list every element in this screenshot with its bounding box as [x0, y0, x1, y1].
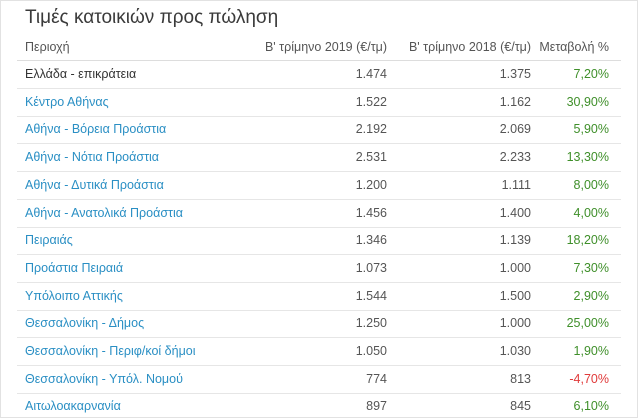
- region-link[interactable]: Κέντρο Αθήνας: [25, 94, 109, 109]
- price-2018-cell: 1.139: [499, 233, 531, 248]
- change-percent-cell: 8,00%: [573, 177, 609, 192]
- region-link[interactable]: Αθήνα - Ανατολικά Προάστια: [25, 205, 183, 220]
- change-percent-cell: 7,20%: [573, 67, 609, 81]
- change-percent-cell: 18,20%: [566, 233, 609, 248]
- change-percent-cell: 25,00%: [566, 316, 609, 331]
- change-percent-cell: 1,90%: [573, 344, 609, 358]
- price-2019-cell: 1.544: [355, 288, 387, 303]
- price-2019-cell: 1.250: [355, 316, 387, 331]
- price-2018-cell: 1.000: [499, 260, 531, 275]
- table-row: Υπόλοιπο Αττικής 1.544 1.500 2,90%: [17, 283, 621, 311]
- region-link[interactable]: Αθήνα - Βόρεια Προάστια: [25, 122, 167, 137]
- price-2018-cell: 813: [510, 371, 531, 386]
- price-2018-cell: 1.375: [499, 67, 531, 81]
- page-title: Τιμές κατοικιών προς πώληση: [25, 7, 279, 28]
- price-2019-cell: 1.456: [355, 205, 387, 220]
- table-row: Κέντρο Αθήνας 1.522 1.162 30,90%: [17, 89, 621, 117]
- price-2019-cell: 1.200: [355, 177, 387, 192]
- price-2018-cell: 845: [510, 399, 531, 414]
- header-divider: [17, 60, 621, 61]
- table-row: Αθήνα - Ανατολικά Προάστια 1.456 1.400 4,00…: [17, 200, 621, 228]
- region-link[interactable]: Θεσσαλονίκη - Περιφ/κοί δήμοι: [25, 344, 196, 358]
- price-2019-cell: 1.522: [355, 94, 387, 109]
- table-row: Αθήνα - Δυτικά Προάστια 1.200 1.111 8,00%: [17, 172, 621, 200]
- region-link[interactable]: Αιτωλοακαρνανία: [25, 399, 121, 414]
- column-header-q2-2019: Β' τρίμηνο 2019 (€/τμ): [264, 40, 387, 54]
- price-2018-cell: 1.030: [499, 344, 531, 358]
- column-header-region: Περιοχή: [25, 40, 70, 54]
- column-header-change: Μεταβολή %: [539, 40, 609, 54]
- price-2019-cell: 1.474: [355, 67, 387, 81]
- price-2019-cell: 897: [366, 399, 387, 414]
- price-2018-cell: 1.400: [499, 205, 531, 220]
- table-row: Αθήνα - Νότια Προάστια 2.531 2.233 13,30%: [17, 144, 621, 173]
- table-row: Πειραιάς 1.346 1.139 18,20%: [17, 227, 621, 256]
- price-2018-cell: 1.000: [499, 316, 531, 331]
- table-row: Προάστια Πειραιά 1.073 1.000 7,30%: [17, 255, 621, 283]
- change-percent-cell: 6,10%: [573, 399, 609, 414]
- price-2018-cell: 2.233: [499, 150, 531, 165]
- table-row: Θεσσαλονίκη - Δήμος 1.250 1.000 25,00%: [17, 310, 621, 339]
- price-2019-cell: 2.192: [355, 122, 387, 137]
- table-row: Αθήνα - Βόρεια Προάστια 2.192 2.069 5,90%: [17, 116, 621, 145]
- price-2018-cell: 2.069: [499, 122, 531, 137]
- change-percent-cell: 4,00%: [573, 205, 609, 220]
- region-link[interactable]: Αθήνα - Δυτικά Προάστια: [25, 177, 164, 192]
- price-2019-cell: 774: [366, 371, 387, 386]
- price-2019-cell: 1.073: [355, 260, 387, 275]
- price-2019-cell: 2.531: [355, 150, 387, 165]
- change-percent-cell: 2,90%: [573, 288, 609, 303]
- price-2018-cell: 1.500: [499, 288, 531, 303]
- table-row: Ελλάδα - επικράτεια 1.474 1.375 7,20%: [17, 61, 621, 89]
- price-2019-cell: 1.050: [355, 344, 387, 358]
- region-link[interactable]: Θεσσαλονίκη - Υπόλ. Νομού: [25, 371, 183, 386]
- region-link[interactable]: Αθήνα - Νότια Προάστια: [25, 150, 160, 165]
- change-percent-cell: -4,70%: [569, 371, 609, 386]
- change-percent-cell: 13,30%: [566, 150, 609, 165]
- price-2019-cell: 1.346: [355, 233, 387, 248]
- region-label: Ελλάδα - επικράτεια: [25, 67, 137, 81]
- table-row: Θεσσαλονίκη - Υπόλ. Νομού 774 813 -4,70%: [17, 366, 621, 394]
- region-link[interactable]: Πειραιάς: [25, 233, 73, 248]
- change-percent-cell: 7,30%: [573, 260, 609, 275]
- price-2018-cell: 1.162: [499, 94, 531, 109]
- table-row: Αιτωλοακαρνανία 897 845 6,10%: [17, 393, 621, 417]
- table-row: Θεσσαλονίκη - Περιφ/κοί δήμοι 1.050 1.030 1…: [17, 338, 621, 366]
- column-header-q2-2018: Β' τρίμηνο 2018 (€/τμ): [408, 40, 531, 54]
- change-percent-cell: 30,90%: [566, 94, 609, 109]
- table-header: Περιοχή Β' τρίμηνο 2019 (€/τμ) Β' τρίμην…: [25, 38, 613, 58]
- price-2018-cell: 1.111: [501, 177, 531, 192]
- region-link[interactable]: Θεσσαλονίκη - Δήμος: [25, 316, 145, 331]
- region-link[interactable]: Υπόλοιπο Αττικής: [25, 288, 123, 303]
- region-link[interactable]: Προάστια Πειραιά: [25, 260, 124, 275]
- change-percent-cell: 5,90%: [573, 122, 609, 137]
